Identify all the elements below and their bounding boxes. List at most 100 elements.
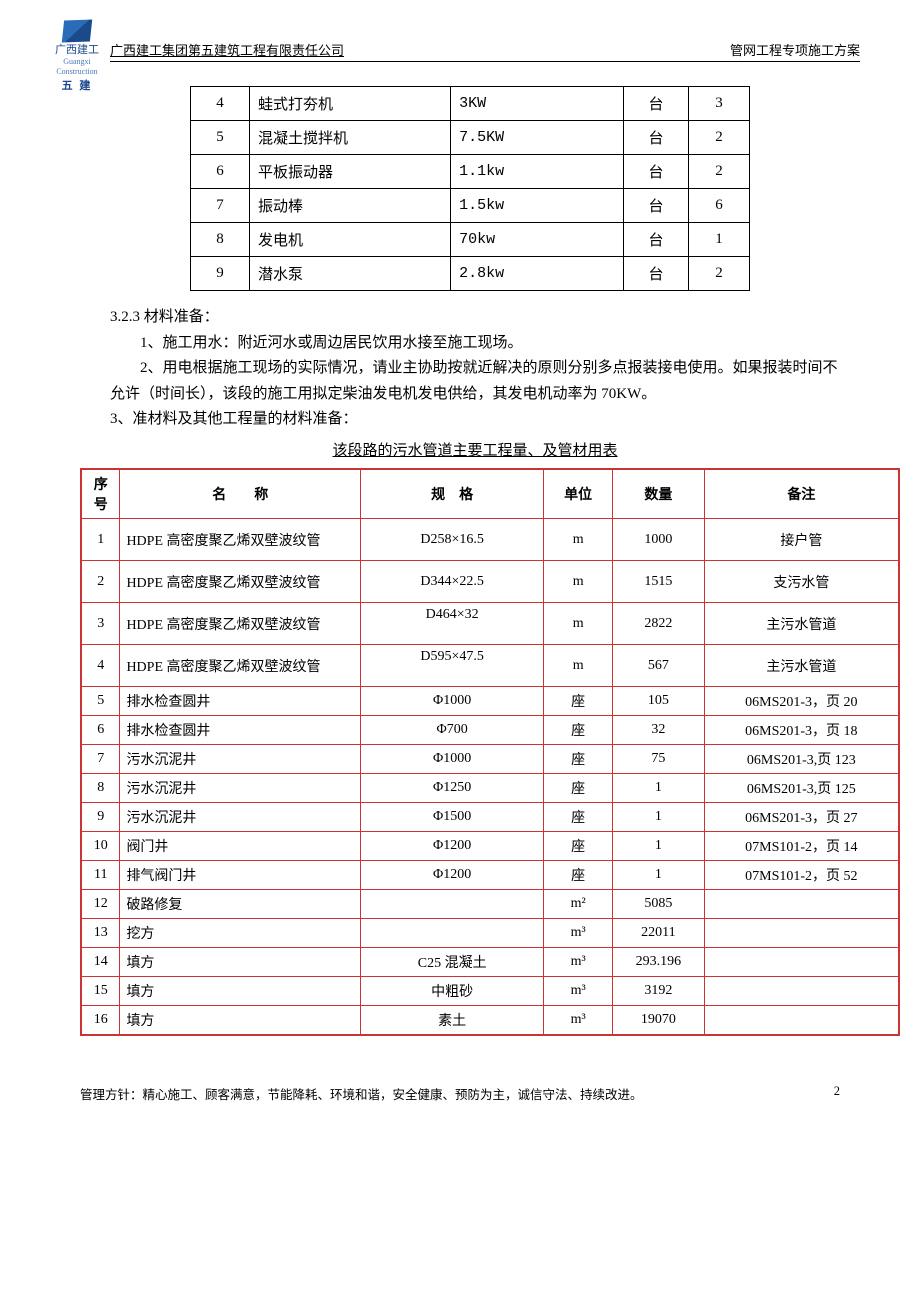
cell-unit: 座 <box>544 861 613 890</box>
cell-unit: 座 <box>544 687 613 716</box>
cell-qty: 2 <box>689 155 750 189</box>
section-3-2-3: 3.2.3 材料准备： <box>110 305 840 331</box>
table-row: 4HDPE 高密度聚乙烯双壁波纹管D595×47.5m567主污水管道 <box>81 645 899 687</box>
cell-qty: 105 <box>613 687 705 716</box>
col-unit: 单位 <box>544 469 613 519</box>
cell-note <box>704 919 899 948</box>
cell-unit: m <box>544 561 613 603</box>
cell-spec: 3KW <box>451 87 624 121</box>
cell-spec: 1.5kw <box>451 189 624 223</box>
cell-name: HDPE 高密度聚乙烯双壁波纹管 <box>120 561 361 603</box>
cell-seq: 13 <box>81 919 120 948</box>
cell-note <box>704 1006 899 1036</box>
table-row: 10阀门井Φ1200座107MS101-2，页 14 <box>81 832 899 861</box>
cell-spec: 素土 <box>361 1006 544 1036</box>
cell-name: 排水检查圆井 <box>120 716 361 745</box>
cell-qty: 1 <box>613 832 705 861</box>
cell-spec: 1.1kw <box>451 155 624 189</box>
cell-name: 振动棒 <box>249 189 450 223</box>
cell-spec: D595×47.5 <box>361 645 544 687</box>
cell-spec: C25 混凝土 <box>361 948 544 977</box>
table-row: 6平板振动器1.1kw台2 <box>191 155 750 189</box>
cell-seq: 7 <box>81 745 120 774</box>
cell-qty: 567 <box>613 645 705 687</box>
cell-qty: 1 <box>689 223 750 257</box>
table-row: 8污水沉泥井Φ1250座106MS201-3,页 125 <box>81 774 899 803</box>
page-footer: 管理方针：精心施工、顾客满意，节能降耗、环境和谐，安全健康、预防为主，诚信守法、… <box>60 1084 860 1103</box>
cell-qty: 2 <box>689 257 750 291</box>
logo-text-sub: Guangxi Construction <box>42 57 112 76</box>
cell-note: 06MS201-3，页 20 <box>704 687 899 716</box>
cell-seq: 5 <box>81 687 120 716</box>
cell-qty: 6 <box>689 189 750 223</box>
table-row: 7污水沉泥井Φ1000座7506MS201-3,页 123 <box>81 745 899 774</box>
table-row: 4蛙式打夯机3KW台3 <box>191 87 750 121</box>
table-row: 14填方C25 混凝土m³293.196 <box>81 948 899 977</box>
cell-spec: 中粗砂 <box>361 977 544 1006</box>
cell-seq: 9 <box>81 803 120 832</box>
cell-name: 填方 <box>120 1006 361 1036</box>
equipment-table: 4蛙式打夯机3KW台35混凝土搅拌机7.5KW台26平板振动器1.1kw台27振… <box>190 86 750 291</box>
table-row: 5混凝土搅拌机7.5KW台2 <box>191 121 750 155</box>
cell-name: 混凝土搅拌机 <box>249 121 450 155</box>
cell-name: 排气阀门井 <box>120 861 361 890</box>
cell-name: HDPE 高密度聚乙烯双壁波纹管 <box>120 645 361 687</box>
cell-note: 07MS101-2，页 14 <box>704 832 899 861</box>
company-name: 广西建工集团第五建筑工程有限责任公司 <box>110 40 344 59</box>
footer-motto: 管理方针：精心施工、顾客满意，节能降耗、环境和谐，安全健康、预防为主，诚信守法、… <box>80 1084 643 1103</box>
cell-spec: D344×22.5 <box>361 561 544 603</box>
cell-unit: m <box>544 645 613 687</box>
materials-table: 序号 名 称 规 格 单位 数量 备注 1HDPE 高密度聚乙烯双壁波纹管D25… <box>80 468 900 1036</box>
cell-seq: 14 <box>81 948 120 977</box>
cell-spec: Φ1000 <box>361 745 544 774</box>
table2-caption: 该段路的污水管道主要工程量、及管材用表 <box>110 439 840 465</box>
cell-unit: m³ <box>544 948 613 977</box>
cell-name: 平板振动器 <box>249 155 450 189</box>
cell-seq: 8 <box>81 774 120 803</box>
cell-seq: 16 <box>81 1006 120 1036</box>
cell-qty: 32 <box>613 716 705 745</box>
para-1: 1、施工用水：附近河水或周边居民饮用水接至施工现场。 <box>110 331 840 357</box>
cell-seq: 10 <box>81 832 120 861</box>
cell-name: 污水沉泥井 <box>120 803 361 832</box>
cell-note: 06MS201-3，页 27 <box>704 803 899 832</box>
company-logo: 广西建工 Guangxi Construction 五 建 <box>42 20 112 94</box>
cell-seq: 3 <box>81 603 120 645</box>
cell-spec: 70kw <box>451 223 624 257</box>
cell-name: 排水检查圆井 <box>120 687 361 716</box>
cell-qty: 293.196 <box>613 948 705 977</box>
cell-note: 06MS201-3，页 18 <box>704 716 899 745</box>
cell-spec: D258×16.5 <box>361 519 544 561</box>
table-row: 5排水检查圆井Φ1000座10506MS201-3，页 20 <box>81 687 899 716</box>
cell-note: 接户管 <box>704 519 899 561</box>
cell-seq: 6 <box>191 155 250 189</box>
cell-note <box>704 977 899 1006</box>
page-number: 2 <box>810 1084 840 1103</box>
cell-unit: m <box>544 519 613 561</box>
cell-seq: 7 <box>191 189 250 223</box>
cell-qty: 1000 <box>613 519 705 561</box>
cell-note: 06MS201-3,页 125 <box>704 774 899 803</box>
cell-seq: 5 <box>191 121 250 155</box>
col-name: 名 称 <box>120 469 361 519</box>
cell-name: 发电机 <box>249 223 450 257</box>
col-note: 备注 <box>704 469 899 519</box>
cell-spec: D464×32 <box>361 603 544 645</box>
col-spec: 规 格 <box>361 469 544 519</box>
cell-unit: 座 <box>544 832 613 861</box>
logo-text-top: 广西建工 <box>42 44 112 57</box>
cell-qty: 3192 <box>613 977 705 1006</box>
cell-name: 潜水泵 <box>249 257 450 291</box>
cell-spec: Φ1000 <box>361 687 544 716</box>
cell-seq: 6 <box>81 716 120 745</box>
cell-name: 填方 <box>120 948 361 977</box>
cell-unit: 台 <box>623 87 688 121</box>
cell-unit: 台 <box>623 155 688 189</box>
cell-unit: m³ <box>544 1006 613 1036</box>
table-row: 9污水沉泥井Φ1500座106MS201-3，页 27 <box>81 803 899 832</box>
document-title: 管网工程专项施工方案 <box>730 40 860 59</box>
table-row: 9潜水泵2.8kw台2 <box>191 257 750 291</box>
cell-note: 主污水管道 <box>704 645 899 687</box>
cell-qty: 3 <box>689 87 750 121</box>
cell-name: HDPE 高密度聚乙烯双壁波纹管 <box>120 603 361 645</box>
